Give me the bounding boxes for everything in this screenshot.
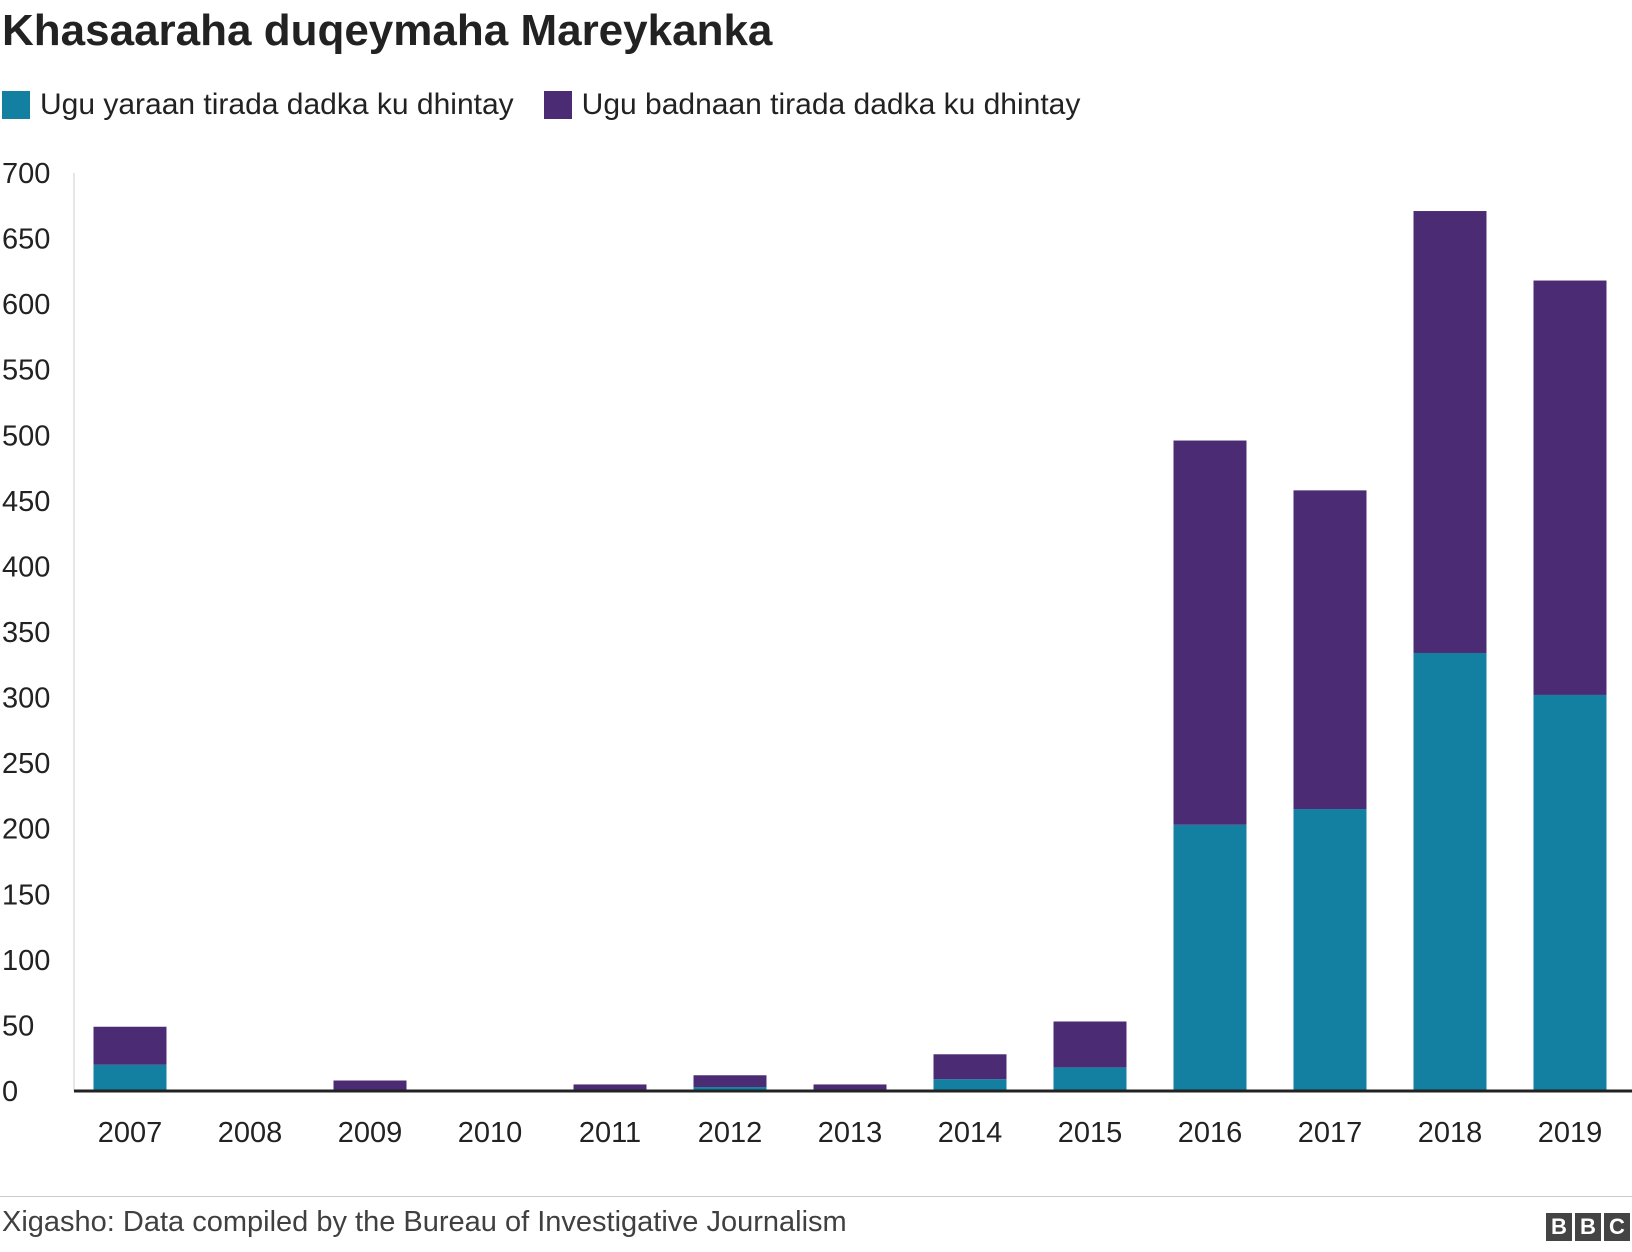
logo-letter: B	[1575, 1213, 1601, 1241]
y-tick-label: 650	[2, 224, 50, 256]
y-tick-label: 400	[2, 551, 50, 583]
bar-segment-min	[1173, 824, 1247, 1091]
bar-segment-max	[573, 1084, 647, 1090]
bar-segment-min	[933, 1079, 1007, 1091]
x-tick-label: 2015	[1058, 1117, 1123, 1149]
bar-segment-max	[1293, 490, 1367, 810]
y-tick-label: 300	[2, 683, 50, 715]
y-tick-label: 550	[2, 355, 50, 387]
y-tick-label: 700	[2, 158, 50, 190]
bar-segment-min	[1413, 652, 1487, 1091]
y-tick-label: 150	[2, 879, 50, 911]
x-tick-label: 2008	[218, 1117, 283, 1149]
y-tick-label: 100	[2, 945, 50, 977]
x-tick-label: 2016	[1178, 1117, 1243, 1149]
bar-segment-max	[1413, 211, 1487, 653]
y-tick-label: 450	[2, 486, 50, 518]
legend-label-min: Ugu yaraan tirada dadka ku dhintay	[40, 88, 514, 121]
bar-segment-max	[693, 1075, 767, 1088]
bar-segment-max	[333, 1080, 407, 1090]
x-tick-label: 2011	[579, 1117, 641, 1149]
source-note: Xigasho: Data compiled by the Bureau of …	[2, 1206, 847, 1238]
stacked-bar-chart: 0 50 100 150 200 250 300 350 400 450 500 550 600 650 7…	[2, 158, 1632, 1149]
bar-segment-max	[933, 1054, 1007, 1080]
legend-item-max: Ugu badnaan tirada dadka ku dhintay	[543, 88, 1081, 122]
legend-swatch-max	[543, 91, 572, 119]
legend-item-min: Ugu yaraan tirada dadka ku dhintay	[2, 88, 514, 122]
bar-segment-min	[1293, 809, 1367, 1091]
x-tick-label: 2017	[1298, 1117, 1363, 1149]
legend-label-max: Ugu badnaan tirada dadka ku dhintay	[581, 88, 1081, 121]
legend-swatch-min	[2, 91, 30, 119]
bbc-logo: B B C	[1543, 1213, 1630, 1241]
x-tick-label: 2014	[938, 1117, 1003, 1149]
bar-segment-max	[1173, 440, 1247, 825]
chart-title: Khasaaraha duqeymaha Mareykanka	[2, 6, 773, 55]
x-tick-label: 2013	[818, 1117, 883, 1149]
x-tick-label: 2019	[1538, 1117, 1603, 1149]
x-tick-label: 2012	[698, 1117, 763, 1149]
bar-segment-max	[1533, 280, 1607, 695]
bar-segment-max	[93, 1026, 167, 1065]
y-tick-label: 500	[2, 420, 50, 452]
logo-letter: B	[1546, 1213, 1572, 1241]
bar-segment-min	[1053, 1067, 1127, 1091]
bar-segment-max	[813, 1084, 887, 1090]
x-tick-label: 2009	[338, 1117, 403, 1149]
y-tick-label: 50	[2, 1010, 34, 1042]
y-tick-label: 0	[2, 1076, 18, 1108]
legend: Ugu yaraan tirada dadka ku dhintay Ugu b…	[2, 88, 1110, 122]
logo-letter: C	[1604, 1213, 1630, 1241]
y-tick-label: 350	[2, 617, 50, 649]
footer-divider	[0, 1196, 1632, 1197]
x-tick-label: 2010	[458, 1117, 523, 1149]
bar-segment-max	[1053, 1021, 1127, 1068]
x-tick-label: 2018	[1418, 1117, 1483, 1149]
x-tick-label: 2007	[98, 1117, 163, 1149]
bar-segment-min	[93, 1064, 167, 1091]
bar-segment-min	[693, 1087, 767, 1091]
y-tick-label: 200	[2, 814, 50, 846]
y-tick-label: 600	[2, 289, 50, 321]
bar-segment-min	[1533, 694, 1607, 1091]
y-tick-label: 250	[2, 748, 50, 780]
